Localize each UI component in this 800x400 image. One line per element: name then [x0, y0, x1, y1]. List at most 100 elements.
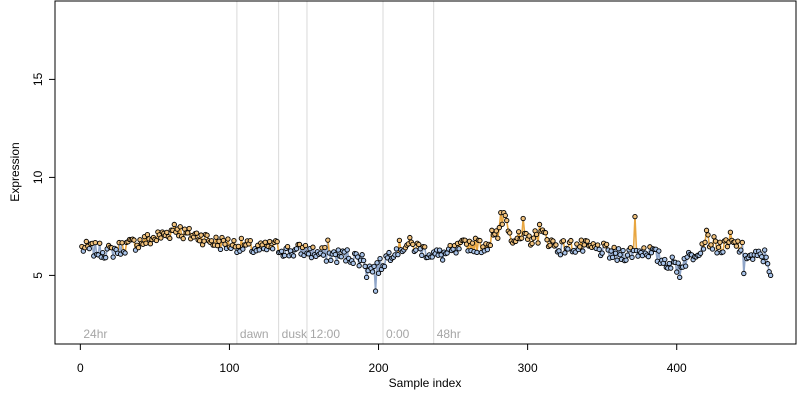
section-label: 12:00 — [310, 327, 340, 341]
data-point — [217, 246, 224, 252]
data-point — [284, 244, 291, 250]
data-point — [553, 242, 559, 248]
data-point — [213, 234, 219, 240]
y-tick-label: 10 — [31, 170, 45, 184]
data-point — [293, 246, 300, 252]
data-point — [477, 237, 483, 244]
data-point — [584, 238, 590, 244]
data-point — [278, 248, 285, 254]
data-point — [544, 237, 550, 243]
data-point — [338, 254, 344, 260]
x-axis-ticks: 0 100 200 300 400 — [77, 344, 687, 375]
data-point — [712, 238, 719, 244]
data-point — [599, 250, 605, 256]
data-point — [362, 263, 368, 269]
x-tick-label: 300 — [518, 361, 538, 375]
data-point — [256, 247, 262, 253]
data-point — [596, 246, 602, 252]
data-point — [375, 270, 382, 276]
data-point — [381, 263, 388, 270]
data-point — [662, 256, 668, 263]
data-point — [608, 248, 614, 254]
data-point — [372, 288, 379, 294]
data-point — [238, 235, 245, 242]
data-point — [578, 237, 584, 243]
data-point — [322, 244, 328, 251]
data-point — [363, 274, 370, 281]
series-segment — [634, 216, 638, 251]
data-point — [741, 270, 747, 277]
data-point — [623, 257, 629, 263]
data-point — [240, 246, 246, 252]
data-point — [143, 240, 149, 246]
data-point — [768, 272, 774, 279]
data-point — [620, 247, 626, 254]
data-point — [413, 247, 419, 253]
data-point — [135, 244, 142, 251]
data-point — [83, 238, 89, 245]
data-point — [565, 246, 571, 252]
data-point — [456, 246, 462, 252]
data-point — [334, 259, 340, 266]
data-point — [281, 252, 288, 259]
data-point — [193, 230, 200, 236]
y-axis-ticks: 5 10 15 — [31, 72, 55, 279]
data-point — [274, 239, 280, 245]
data-point — [131, 237, 137, 243]
data-point — [581, 242, 587, 248]
data-point — [119, 240, 125, 246]
data-point — [705, 232, 711, 238]
data-point — [186, 225, 192, 232]
section-labels: 24hr dawn dusk 12:00 0:00 48hr — [83, 327, 460, 341]
data-point — [641, 245, 647, 251]
section-label: 24hr — [83, 327, 107, 341]
data-point — [714, 250, 720, 256]
data-point — [86, 245, 92, 252]
data-point — [595, 242, 601, 248]
data-point — [407, 234, 413, 241]
data-point — [360, 257, 367, 264]
data-point — [674, 269, 680, 275]
data-point — [580, 248, 586, 254]
data-point — [325, 237, 331, 243]
data-point — [632, 213, 638, 220]
data-point — [359, 252, 365, 258]
data-point — [697, 250, 704, 256]
data-point — [562, 250, 568, 256]
data-point — [350, 260, 356, 267]
data-point — [422, 244, 428, 250]
data-point — [542, 230, 549, 236]
data-point — [502, 212, 508, 219]
data-point — [703, 227, 710, 233]
data-point — [609, 254, 616, 261]
data-point — [530, 235, 537, 241]
data-point — [727, 229, 734, 235]
data-point — [669, 254, 675, 260]
data-point — [122, 250, 128, 256]
data-point — [739, 239, 745, 246]
data-point — [724, 244, 731, 250]
data-point — [247, 237, 253, 244]
data-point — [617, 252, 623, 258]
data-point — [535, 240, 541, 246]
data-point — [416, 241, 422, 248]
data-point — [355, 254, 361, 260]
data-point — [158, 235, 164, 241]
data-point — [529, 240, 535, 247]
section-label: dawn — [240, 327, 269, 341]
data-point — [750, 256, 756, 262]
data-point — [310, 244, 316, 250]
data-point — [302, 242, 309, 249]
data-point — [328, 257, 334, 264]
data-point — [550, 238, 556, 244]
data-point — [439, 257, 446, 263]
data-point — [709, 246, 716, 252]
data-point — [225, 236, 231, 242]
x-axis-label: Sample index — [389, 376, 462, 390]
data-point — [185, 230, 191, 236]
data-point — [235, 243, 242, 250]
data-point — [344, 247, 350, 253]
y-axis-label: Expression — [8, 142, 22, 201]
data-point — [547, 242, 553, 248]
data-point — [371, 263, 377, 270]
